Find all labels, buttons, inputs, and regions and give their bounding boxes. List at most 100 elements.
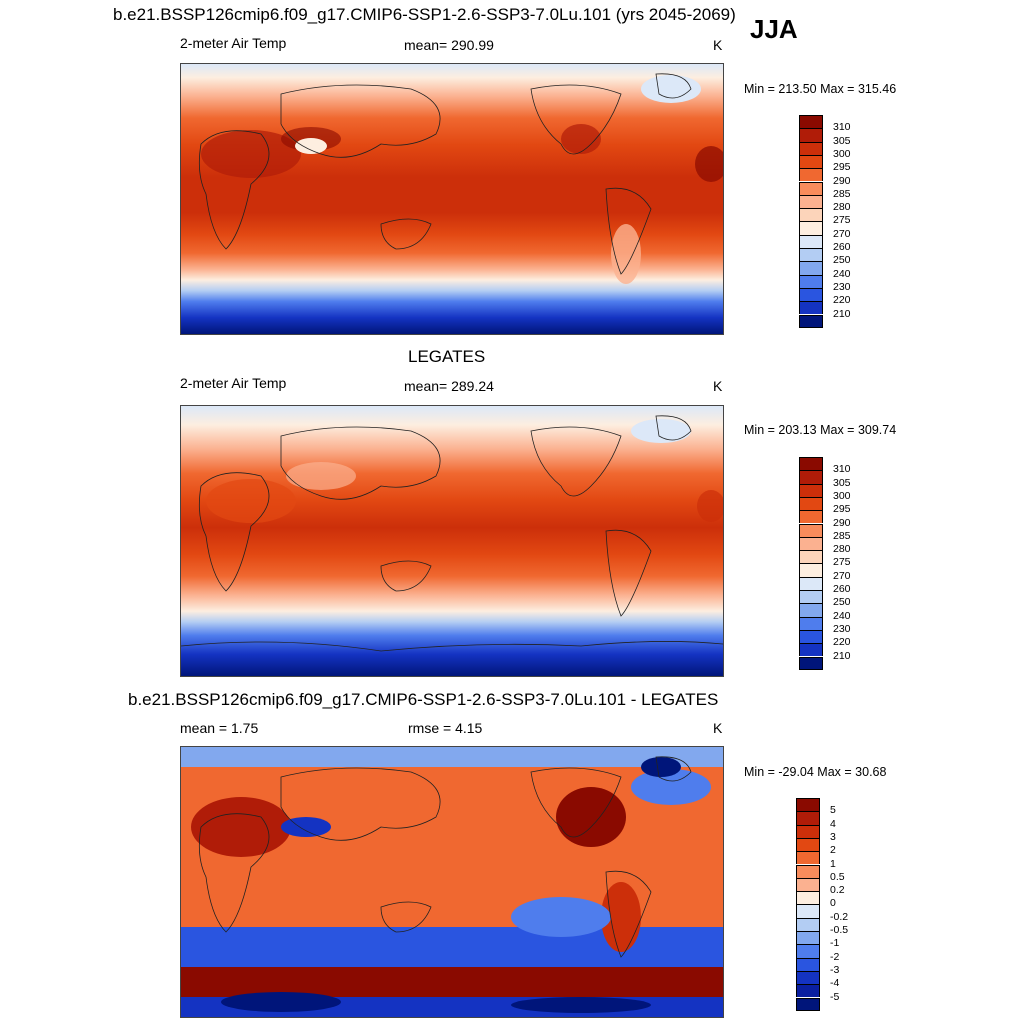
colorbar-tick-label: -4 xyxy=(830,977,840,990)
colorbar-tick-label: -0.5 xyxy=(830,924,849,936)
colorbar-tick-label: 305 xyxy=(833,476,851,489)
colorbar-tick-label: 310 xyxy=(833,463,851,476)
colorbar-swatch xyxy=(796,904,820,918)
colorbar-swatch xyxy=(796,970,820,985)
colorbar-swatch xyxy=(799,523,823,537)
colorbar-swatch xyxy=(796,891,820,905)
colorbar-swatch xyxy=(799,563,823,577)
colorbar-tick-label: 305 xyxy=(833,134,851,147)
colorbar-swatch xyxy=(799,168,823,182)
panel-3-minmax-label: Min = -29.04 Max = 30.68 xyxy=(744,765,887,779)
colorbar-swatch xyxy=(799,194,823,209)
colorbar-swatch xyxy=(799,536,823,551)
colorbar-swatch xyxy=(796,851,820,865)
colorbar-swatch xyxy=(796,824,820,838)
panel-2-map xyxy=(180,405,724,677)
colorbar-swatch xyxy=(799,643,823,657)
panel-2-variable-label: 2-meter Air Temp xyxy=(180,375,287,391)
colorbar-swatch xyxy=(799,128,823,142)
colorbar-tick-label: 295 xyxy=(833,503,851,516)
colorbar-swatch xyxy=(799,656,823,670)
colorbar-swatch xyxy=(796,944,820,958)
panel-1-mean-label: mean= 290.99 xyxy=(404,37,494,53)
colorbar-swatch xyxy=(796,837,820,852)
colorbar-swatch xyxy=(799,154,823,169)
colorbar-swatch xyxy=(799,221,823,235)
colorbar-swatch xyxy=(796,997,820,1011)
colorbar-tick-label: 0.5 xyxy=(830,870,845,883)
colorbar-tick-label: 250 xyxy=(833,254,851,267)
colorbar-tick-label: 280 xyxy=(833,201,851,214)
colorbar-swatch xyxy=(799,457,823,471)
colorbar-tick-label: 270 xyxy=(833,227,851,240)
panel-3-title: b.e21.BSSP126cmip6.f09_g17.CMIP6-SSP1-2.… xyxy=(128,690,719,709)
colorbar-swatch xyxy=(799,510,823,524)
colorbar-tick-label: 210 xyxy=(833,307,851,320)
colorbar-swatch xyxy=(799,603,823,617)
panel-3-map xyxy=(180,746,724,1018)
colorbar-swatch xyxy=(799,314,823,328)
colorbar-swatch xyxy=(799,261,823,275)
colorbar-tick-label: 240 xyxy=(833,267,851,280)
colorbar-swatch xyxy=(799,181,823,195)
colorbar-tick-label: 210 xyxy=(833,649,851,662)
colorbar-tick-label: 285 xyxy=(833,529,851,542)
colorbar-tick-label: 275 xyxy=(833,556,851,569)
panel-1-title: b.e21.BSSP126cmip6.f09_g17.CMIP6-SSP1-2.… xyxy=(113,5,736,24)
colorbar-swatch xyxy=(799,301,823,315)
colorbar-swatch xyxy=(796,864,820,878)
colorbar-tick-label: 5 xyxy=(830,804,836,817)
panel-1-variable-label: 2-meter Air Temp xyxy=(180,35,287,51)
colorbar-swatch xyxy=(796,957,820,971)
colorbar-swatch xyxy=(799,141,823,155)
colorbar-tick-label: -5 xyxy=(830,990,840,1003)
colorbar-tick-label: 240 xyxy=(833,609,851,622)
colorbar-tick-label: 220 xyxy=(833,294,851,307)
colorbar-tick-label: 250 xyxy=(833,596,851,609)
colorbar-tick-label: 1 xyxy=(830,857,836,870)
colorbar-tick-label: 300 xyxy=(833,489,851,502)
panel-1-map-field xyxy=(181,64,723,334)
panel-1-minmax-label: Min = 213.50 Max = 315.46 xyxy=(744,82,897,96)
colorbar-swatch xyxy=(799,115,823,129)
colorbar-swatch xyxy=(799,576,823,590)
panel-3-mean-label: mean = 1.75 xyxy=(180,720,259,736)
season-label: JJA xyxy=(750,14,798,44)
colorbar-swatch xyxy=(796,877,820,892)
colorbar-swatch xyxy=(799,629,823,644)
colorbar-tick-label: 260 xyxy=(833,583,851,595)
colorbar-swatch xyxy=(796,931,820,945)
colorbar-tick-label: 285 xyxy=(833,187,851,200)
colorbar-swatch xyxy=(799,496,823,511)
colorbar-tick-label: -1 xyxy=(830,937,840,950)
colorbar-swatch xyxy=(796,917,820,931)
colorbar-tick-label: 260 xyxy=(833,241,851,253)
panel-2-minmax-label: Min = 203.13 Max = 309.74 xyxy=(744,423,897,437)
colorbar-swatch xyxy=(799,483,823,497)
colorbar-swatch xyxy=(799,208,823,222)
panel-2-units-label: K xyxy=(713,378,723,394)
colorbar-tick-label: 275 xyxy=(833,214,851,227)
panel-1-map xyxy=(180,63,724,335)
colorbar-tick-label: 0 xyxy=(830,897,836,910)
colorbar-tick-label: 0.2 xyxy=(830,884,845,897)
colorbar-swatch xyxy=(799,590,823,604)
panel-3-map-field xyxy=(181,747,723,1017)
colorbar-tick-label: 270 xyxy=(833,569,851,582)
colorbar-swatch xyxy=(799,287,823,302)
panel-3-units-label: K xyxy=(713,720,723,736)
colorbar-tick-label: 295 xyxy=(833,161,851,174)
colorbar-tick-label: 2 xyxy=(830,844,836,857)
panel-1-units-label: K xyxy=(713,37,723,53)
colorbar-tick-label: -0.2 xyxy=(830,910,849,923)
colorbar-tick-label: 3 xyxy=(830,830,836,843)
colorbar-swatch xyxy=(796,984,820,998)
colorbar-swatch xyxy=(799,234,823,248)
colorbar-tick-label: 220 xyxy=(833,636,851,649)
panel-2-map-field xyxy=(181,406,723,676)
colorbar-swatch xyxy=(799,470,823,484)
colorbar-swatch xyxy=(799,616,823,630)
panel-3-rmse-label: rmse = 4.15 xyxy=(408,720,483,736)
colorbar-tick-label: 280 xyxy=(833,543,851,556)
colorbar-tick-label: 230 xyxy=(833,280,851,293)
